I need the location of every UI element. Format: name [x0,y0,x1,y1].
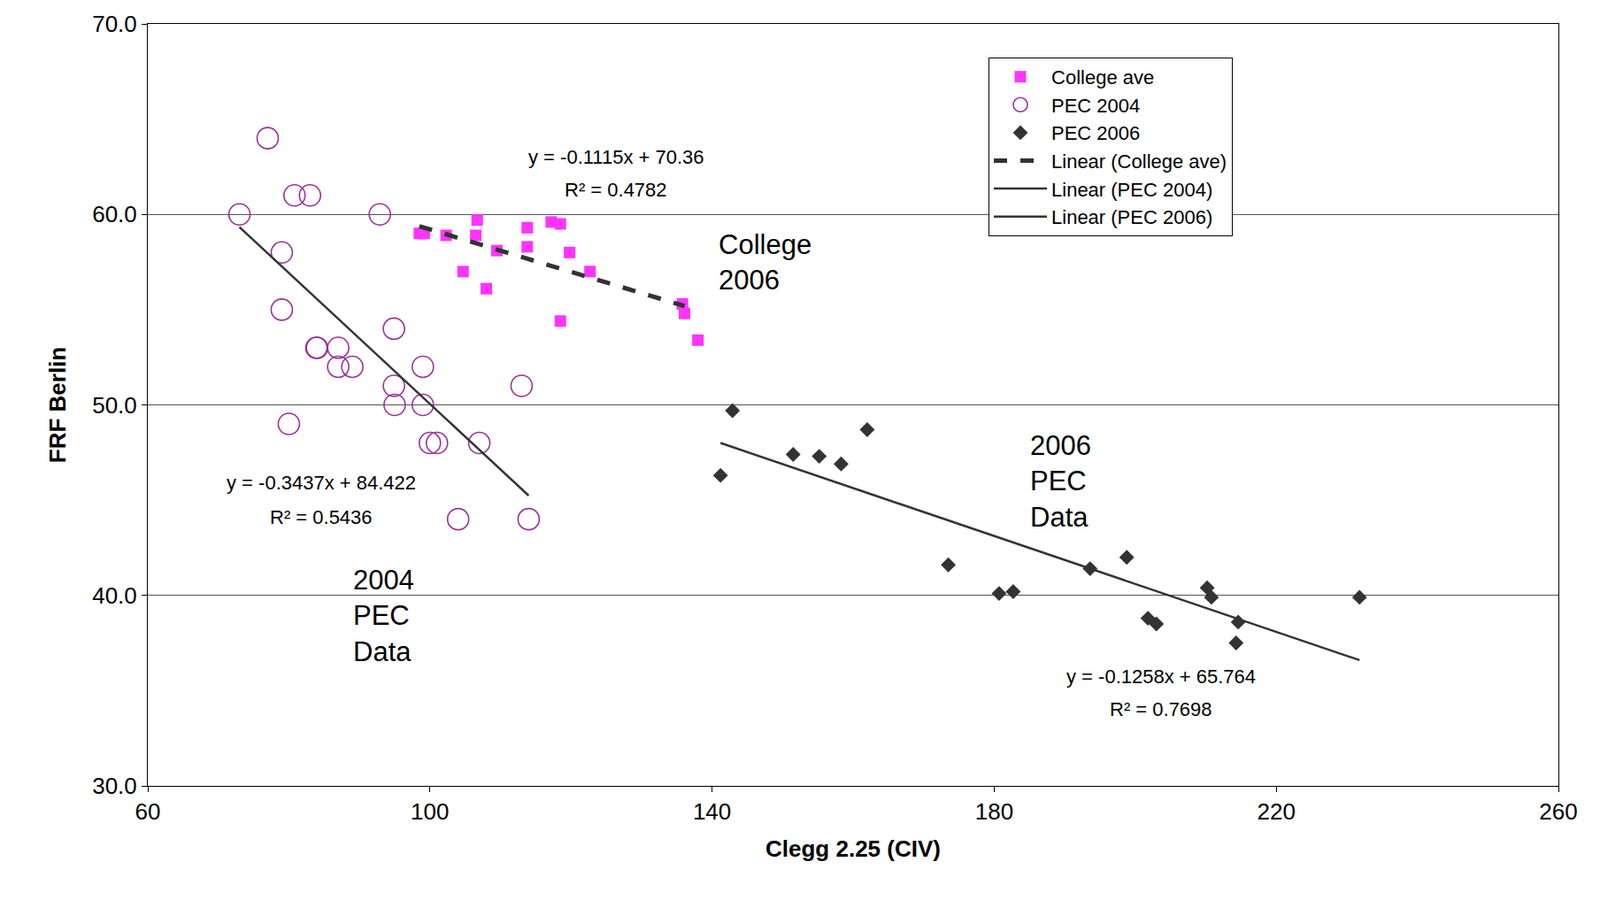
svg-text:FRF Berlin: FRF Berlin [44,346,71,463]
svg-text:260: 260 [1538,798,1577,825]
svg-text:Linear (PEC 2004): Linear (PEC 2004) [1051,178,1213,201]
svg-text:R² = 0.4782: R² = 0.4782 [564,178,668,201]
svg-text:Clegg 2.25 (CIV): Clegg 2.25 (CIV) [765,835,941,862]
svg-text:College2006: College2006 [718,229,812,296]
svg-text:y = -0.1115x + 70.36: y = -0.1115x + 70.36 [528,146,705,169]
svg-text:60: 60 [135,798,162,825]
svg-text:y = -0.1258x + 65.764: y = -0.1258x + 65.764 [1066,665,1256,688]
svg-text:R² = 0.7698: R² = 0.7698 [1109,698,1213,721]
svg-text:2004PECData: 2004PECData [353,564,415,668]
svg-text:Linear (College ave): Linear (College ave) [1051,150,1227,173]
svg-text:Linear (PEC 2006): Linear (PEC 2006) [1051,206,1213,229]
svg-text:60.0: 60.0 [92,200,138,228]
svg-text:140: 140 [692,798,731,825]
svg-text:30.0: 30.0 [92,772,138,800]
svg-text:PEC 2004: PEC 2004 [1051,94,1140,117]
svg-text:100: 100 [410,798,449,825]
svg-text:College ave: College ave [1051,66,1154,89]
svg-text:2006PECData: 2006PECData [1030,430,1092,533]
svg-text:y = -0.3437x + 84.422: y = -0.3437x + 84.422 [226,471,416,494]
svg-text:220: 220 [1257,798,1296,825]
svg-text:50.0: 50.0 [92,392,138,419]
svg-text:PEC 2006: PEC 2006 [1051,122,1140,145]
svg-text:180: 180 [975,798,1014,825]
svg-text:R² = 0.5436: R² = 0.5436 [269,506,373,529]
svg-text:70.0: 70.0 [92,10,138,38]
svg-text:40.0: 40.0 [92,582,138,609]
